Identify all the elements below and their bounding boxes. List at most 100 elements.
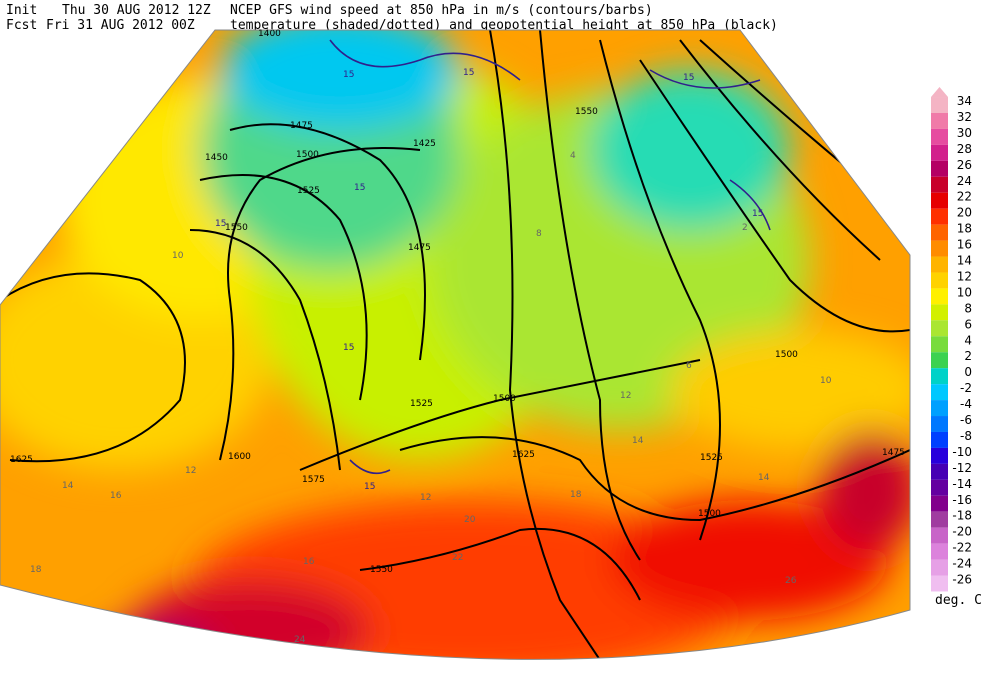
temp-label: 16 <box>303 557 315 567</box>
wind-label: 15 <box>215 219 226 229</box>
height-label: 1500 <box>698 509 721 519</box>
colorbar-swatch <box>931 97 948 113</box>
colorbar-swatch <box>931 336 948 353</box>
wind-label: 15 <box>354 183 365 193</box>
colorbar-label: -20 <box>952 525 972 539</box>
colorbar-swatch <box>931 431 948 448</box>
colorbar-swatch <box>931 368 948 385</box>
colorbar-swatch <box>931 256 948 273</box>
height-label: 1625 <box>512 450 535 460</box>
colorbar-swatch <box>931 304 948 321</box>
temp-label: 16 <box>110 491 122 501</box>
height-label: 1550 <box>575 107 598 117</box>
title-line: NCEP GFS wind speed at 850 hPa in m/s (c… <box>230 3 653 18</box>
map-frame <box>0 29 911 660</box>
temp-label: 14 <box>632 436 644 446</box>
colorbar-label: 30 <box>957 126 972 140</box>
temp-label: 20 <box>464 515 476 525</box>
colorbar-swatch <box>931 192 948 209</box>
colorbar-label: 24 <box>957 174 972 188</box>
temp-label: 10 <box>820 376 832 386</box>
wind-label: 15 <box>463 68 474 78</box>
init-label: Init <box>6 3 37 18</box>
colorbar-swatch <box>931 479 948 496</box>
temp-label: 4 <box>570 151 576 161</box>
height-label: 1550 <box>370 565 393 575</box>
colorbar: 3432302826242220181614121086420-2-4-6-8-… <box>931 87 972 592</box>
colorbar-label: 12 <box>957 269 972 283</box>
colorbar-label: 10 <box>957 285 972 299</box>
colorbar-swatch <box>931 208 948 225</box>
temp-label: 24 <box>294 635 306 645</box>
colorbar-label: 34 <box>957 94 972 108</box>
colorbar-label: 14 <box>957 254 972 268</box>
temp-label: 26 <box>785 576 797 586</box>
colorbar-label: -14 <box>952 477 972 491</box>
wind-label: 15 <box>343 343 354 353</box>
colorbar-swatch <box>931 112 948 129</box>
temp-label: 12 <box>620 391 631 401</box>
height-label: 1500 <box>296 150 319 160</box>
colorbar-swatch <box>931 543 948 560</box>
colorbar-swatch <box>931 416 948 432</box>
colorbar-label: -4 <box>960 397 972 411</box>
height-label: 1475 <box>290 121 313 131</box>
temp-label: 12 <box>420 493 431 503</box>
temp-label: 6 <box>686 361 692 371</box>
colorbar-label: 4 <box>964 333 972 347</box>
colorbar-label: 2 <box>964 349 972 363</box>
colorbar-label: -10 <box>952 445 972 459</box>
colorbar-label: -18 <box>952 509 972 523</box>
colorbar-arrow <box>931 87 948 97</box>
init-time: Thu 30 AUG 2012 12Z <box>62 3 211 18</box>
colorbar-label: 16 <box>957 238 972 252</box>
temp-labels: 10 12 14 16 18 20 22 24 26 12 14 16 18 1… <box>30 151 832 645</box>
temp-label: 8 <box>536 229 542 239</box>
height-label: 1525 <box>297 186 320 196</box>
temp-label: 18 <box>570 490 582 500</box>
colorbar-swatch <box>931 272 948 289</box>
colorbar-swatch <box>931 288 948 305</box>
wind-labels: 15 15 15 15 15 15 15 15 <box>215 68 763 492</box>
colorbar-swatch <box>931 400 948 417</box>
colorbar-label: 28 <box>957 142 972 156</box>
colorbar-label: -8 <box>960 429 972 443</box>
temp-label: 10 <box>172 251 184 261</box>
colorbar-label: -22 <box>952 541 972 555</box>
colorbar-label: 18 <box>957 222 972 236</box>
wind-label: 15 <box>683 73 694 83</box>
colorbar-label: -24 <box>952 557 972 571</box>
colorbar-label: 22 <box>957 190 972 204</box>
colorbar-swatch <box>931 495 948 512</box>
temp-label: 14 <box>758 473 770 483</box>
colorbar-label: -2 <box>960 381 972 395</box>
wind-label: 15 <box>364 482 375 492</box>
height-label: 1525 <box>700 453 723 463</box>
colorbar-swatch <box>931 128 948 145</box>
temp-label: 12 <box>185 466 196 476</box>
height-label: 1475 <box>408 243 431 253</box>
fcst-time: Fri 31 AUG 2012 00Z <box>46 18 195 33</box>
height-label: 1400 <box>258 29 281 39</box>
colorbar-swatch <box>931 527 948 544</box>
colorbar-swatch <box>931 559 948 576</box>
colorbar-swatch <box>931 352 948 369</box>
title-line: temperature (shaded/dotted) and geopoten… <box>230 18 778 33</box>
height-label: 1525 <box>410 399 433 409</box>
colorbar-label: -12 <box>952 461 972 475</box>
colorbar-label: -16 <box>952 493 972 507</box>
colorbar-unit: deg. C <box>935 593 982 608</box>
colorbar-swatch <box>931 224 948 241</box>
colorbar-swatch <box>931 463 948 480</box>
wind-label: 15 <box>343 70 354 80</box>
height-label: 1500 <box>493 394 516 404</box>
colorbar-label: 8 <box>964 301 972 315</box>
height-label: 1575 <box>302 475 325 485</box>
height-label: 1475 <box>882 448 905 458</box>
colorbar-label: 20 <box>957 206 972 220</box>
colorbar-swatch <box>931 384 948 401</box>
colorbar-swatch <box>931 160 948 177</box>
wind-label: 15 <box>752 209 763 219</box>
colorbar-swatch <box>931 320 948 337</box>
